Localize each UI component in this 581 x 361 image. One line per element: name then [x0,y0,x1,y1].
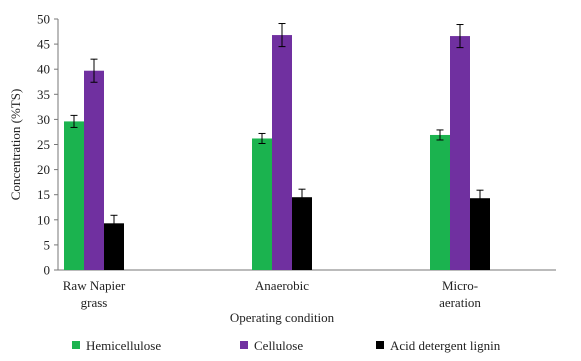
y-tick-label: 25 [37,137,50,152]
legend-label: Hemicellulose [86,338,161,353]
x-tick-label: grass [81,295,108,310]
legend-label: Acid detergent lignin [390,338,501,353]
y-tick-label: 5 [44,237,51,252]
bar [252,138,272,270]
bar [84,70,104,271]
y-tick-label: 45 [37,37,50,52]
y-axis-title: Concentration (%TS) [8,89,23,201]
bar [272,35,292,271]
legend-swatch [240,341,248,349]
bar [64,121,84,271]
bar [450,36,470,271]
legend-swatch [72,341,80,349]
y-tick-label: 40 [37,62,50,77]
y-tick-label: 0 [44,263,51,278]
x-axis-title: Operating condition [230,310,335,325]
x-tick-label: Micro- [442,278,478,293]
y-tick-label: 20 [37,162,50,177]
y-tick-label: 50 [37,12,50,27]
legend-swatch [376,341,384,349]
bar [104,223,124,270]
x-tick-label: Raw Napier [63,278,126,293]
y-tick-label: 35 [37,87,50,102]
x-tick-label: aeration [439,295,481,310]
bar [470,198,490,270]
x-tick-label: Anaerobic [255,278,309,293]
legend-label: Cellulose [254,338,303,353]
bar [430,134,450,270]
y-tick-label: 15 [37,187,50,202]
y-tick-label: 10 [37,212,50,227]
y-tick-label: 30 [37,112,50,127]
bar [292,197,312,270]
